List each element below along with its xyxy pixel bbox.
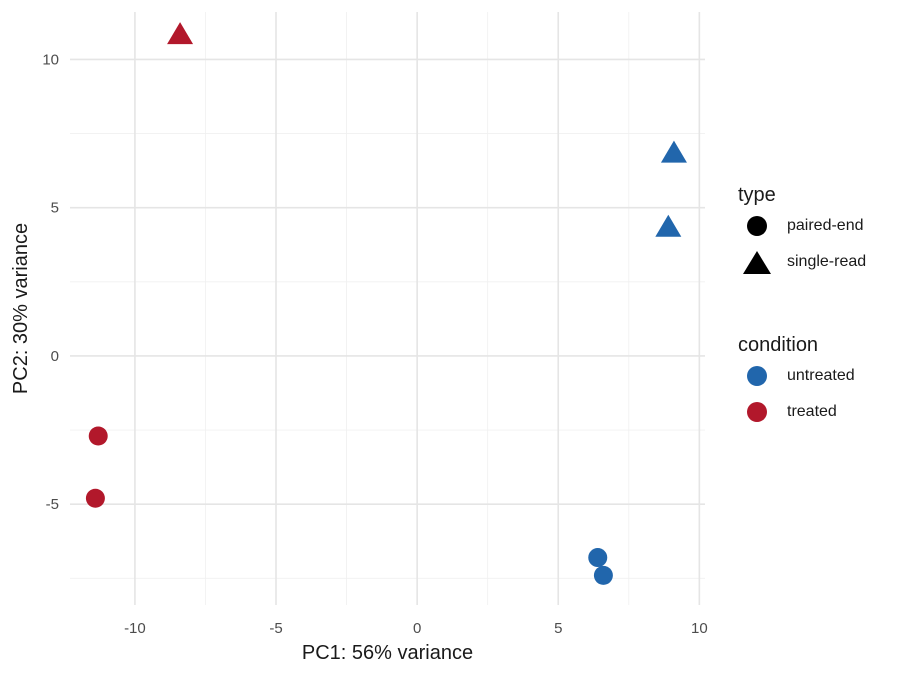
x-tick-label: 5	[554, 620, 562, 637]
legend-label: paired-end	[787, 217, 864, 234]
x-tick-label: 10	[691, 620, 708, 637]
data-point-treated-paired-end	[88, 426, 108, 446]
circle-icon	[747, 366, 767, 386]
circle-icon	[747, 402, 767, 422]
data-point-treated-single-read	[167, 22, 194, 45]
y-tick-label: 10	[42, 51, 59, 68]
x-axis-ticks: -10 -5 0 5 10	[124, 620, 708, 637]
data-point-untreated-paired-end	[588, 548, 608, 568]
type-legend: type paired-end single-read	[738, 182, 898, 280]
legend-label: single-read	[787, 253, 867, 270]
x-tick-label: 0	[413, 620, 421, 637]
x-tick-label: -5	[269, 620, 282, 637]
legend-label: treated	[787, 403, 837, 420]
y-tick-label: -5	[46, 496, 59, 513]
legend-item-single-read: single-read	[738, 244, 898, 280]
data-points	[85, 22, 687, 585]
grid-lines	[70, 12, 705, 605]
type-legend-title: type	[738, 184, 776, 206]
data-point-untreated-single-read	[655, 214, 682, 237]
circle-icon	[747, 216, 767, 236]
legend-item-untreated: untreated	[738, 358, 898, 394]
legend-item-treated: treated	[738, 394, 898, 430]
y-axis-ticks: -5 0 5 10	[42, 51, 59, 513]
data-point-untreated-single-read	[660, 140, 687, 163]
condition-legend-title: condition	[738, 334, 819, 356]
y-axis-title: PC2: 30% variance	[10, 223, 32, 394]
x-tick-label: -10	[124, 620, 146, 637]
condition-legend: condition untreated treated	[738, 332, 898, 430]
legend-item-paired-end: paired-end	[738, 208, 898, 244]
triangle-icon	[743, 251, 771, 274]
data-point-treated-paired-end	[85, 488, 105, 508]
data-point-untreated-paired-end	[593, 565, 613, 585]
y-tick-label: 0	[51, 348, 59, 365]
y-tick-label: 5	[51, 200, 59, 217]
legend-label: untreated	[787, 367, 855, 384]
x-axis-title: PC1: 56% variance	[302, 642, 473, 664]
